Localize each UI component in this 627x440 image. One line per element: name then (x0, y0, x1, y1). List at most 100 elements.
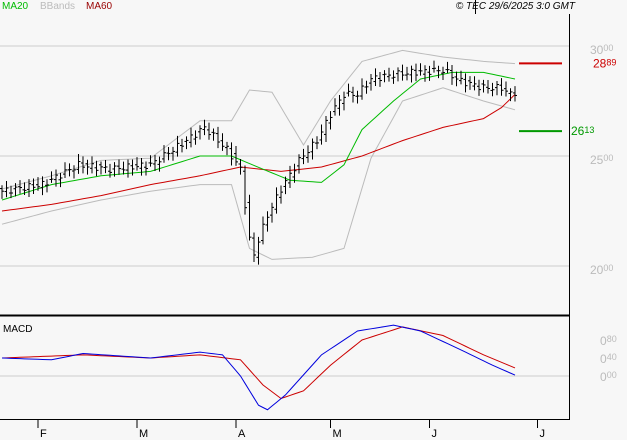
price-bar (148, 155, 153, 167)
price-bar (436, 65, 441, 79)
price-bar (189, 127, 193, 148)
macd-tick-label: 080 (600, 334, 617, 348)
price-bar (67, 163, 72, 177)
price-bar (193, 130, 198, 145)
price-bar (139, 158, 144, 176)
price-bar (99, 161, 103, 175)
price-bar (351, 86, 355, 103)
price-bar (36, 177, 40, 191)
price-bar (108, 163, 112, 178)
price-bar (162, 145, 166, 163)
price-bar (400, 64, 405, 81)
x-tick-label: J (432, 428, 438, 440)
price-bar (216, 126, 220, 149)
price-bar (130, 159, 135, 176)
price-bar (49, 171, 54, 183)
price-bar (252, 232, 256, 263)
price-bar (63, 162, 67, 178)
price-bar (283, 176, 288, 195)
price-bar (54, 169, 58, 187)
ma20-line (1, 71, 516, 201)
legend-bbands: BBands (40, 1, 76, 12)
price-bar (414, 63, 418, 82)
price-bar (144, 161, 148, 176)
price-bar (342, 91, 346, 111)
price-bar (117, 159, 121, 175)
price-tick-label: 3000 (590, 43, 613, 57)
price-bar (409, 65, 414, 83)
price-bar (423, 65, 427, 82)
price-bar (166, 146, 171, 161)
price-bar (360, 78, 364, 100)
price-bar (153, 155, 157, 172)
macd-line (1, 324, 516, 411)
price-bar (454, 71, 459, 87)
price-bar (18, 180, 22, 194)
price-bar (27, 179, 31, 197)
price-bar (126, 159, 130, 178)
price-bar (459, 70, 463, 85)
price-bar (157, 156, 162, 172)
price-bar (234, 145, 238, 166)
price-bar (369, 73, 373, 91)
price-bar (135, 157, 139, 171)
price-bar (121, 161, 126, 175)
price-bar (468, 76, 472, 90)
price-bar (504, 81, 508, 97)
x-tick-label: M (333, 428, 342, 440)
price-bar (4, 181, 9, 198)
price-bar (220, 133, 225, 151)
price-bar (207, 122, 211, 140)
legend-ma20: MA20 (2, 1, 29, 12)
price-bar (481, 79, 486, 93)
macd-tick-label: 040 (600, 352, 617, 366)
price-bar (364, 80, 369, 94)
ma60-line (1, 94, 516, 212)
macd-signal-line (1, 326, 516, 400)
price-bar (378, 71, 382, 87)
price-bar (180, 138, 184, 153)
price-bar (310, 138, 315, 160)
price-bar (463, 73, 468, 93)
price-bar (238, 158, 243, 175)
price-bar (306, 145, 310, 163)
price-bar (513, 86, 517, 102)
price-bar (229, 142, 234, 166)
price-bar (198, 125, 202, 140)
price-bar (495, 81, 499, 96)
price-bar (243, 165, 247, 215)
price-bar (22, 182, 27, 195)
price-bar (387, 67, 391, 82)
price-bar (85, 159, 90, 175)
price-bar (247, 194, 252, 241)
price-bar (328, 111, 333, 130)
price-bar (76, 154, 81, 174)
price-bar (391, 70, 396, 84)
price-bar (315, 136, 319, 150)
price-bar (508, 88, 513, 102)
price-bar (396, 67, 400, 82)
price-bar (477, 79, 481, 96)
price-bar (405, 66, 409, 81)
macd-title: MACD (3, 324, 32, 335)
price-bar (427, 65, 432, 81)
legend-ma60: MA60 (86, 1, 113, 12)
price-level-label: 2889 (593, 56, 616, 70)
price-bar (333, 98, 337, 116)
price-bar (171, 146, 175, 161)
x-tick-label: F (40, 428, 47, 440)
price-bar (499, 78, 504, 96)
price-bar (288, 165, 292, 188)
price-bar (337, 95, 342, 116)
price-bar (382, 70, 387, 83)
price-bar (40, 176, 45, 196)
price-bar (432, 60, 436, 73)
price-bar (373, 68, 378, 86)
price-bar (31, 178, 36, 194)
price-bar (324, 115, 328, 142)
x-tick-label: M (139, 428, 148, 440)
price-bar (445, 61, 450, 74)
price-tick-label: 2500 (590, 153, 613, 167)
